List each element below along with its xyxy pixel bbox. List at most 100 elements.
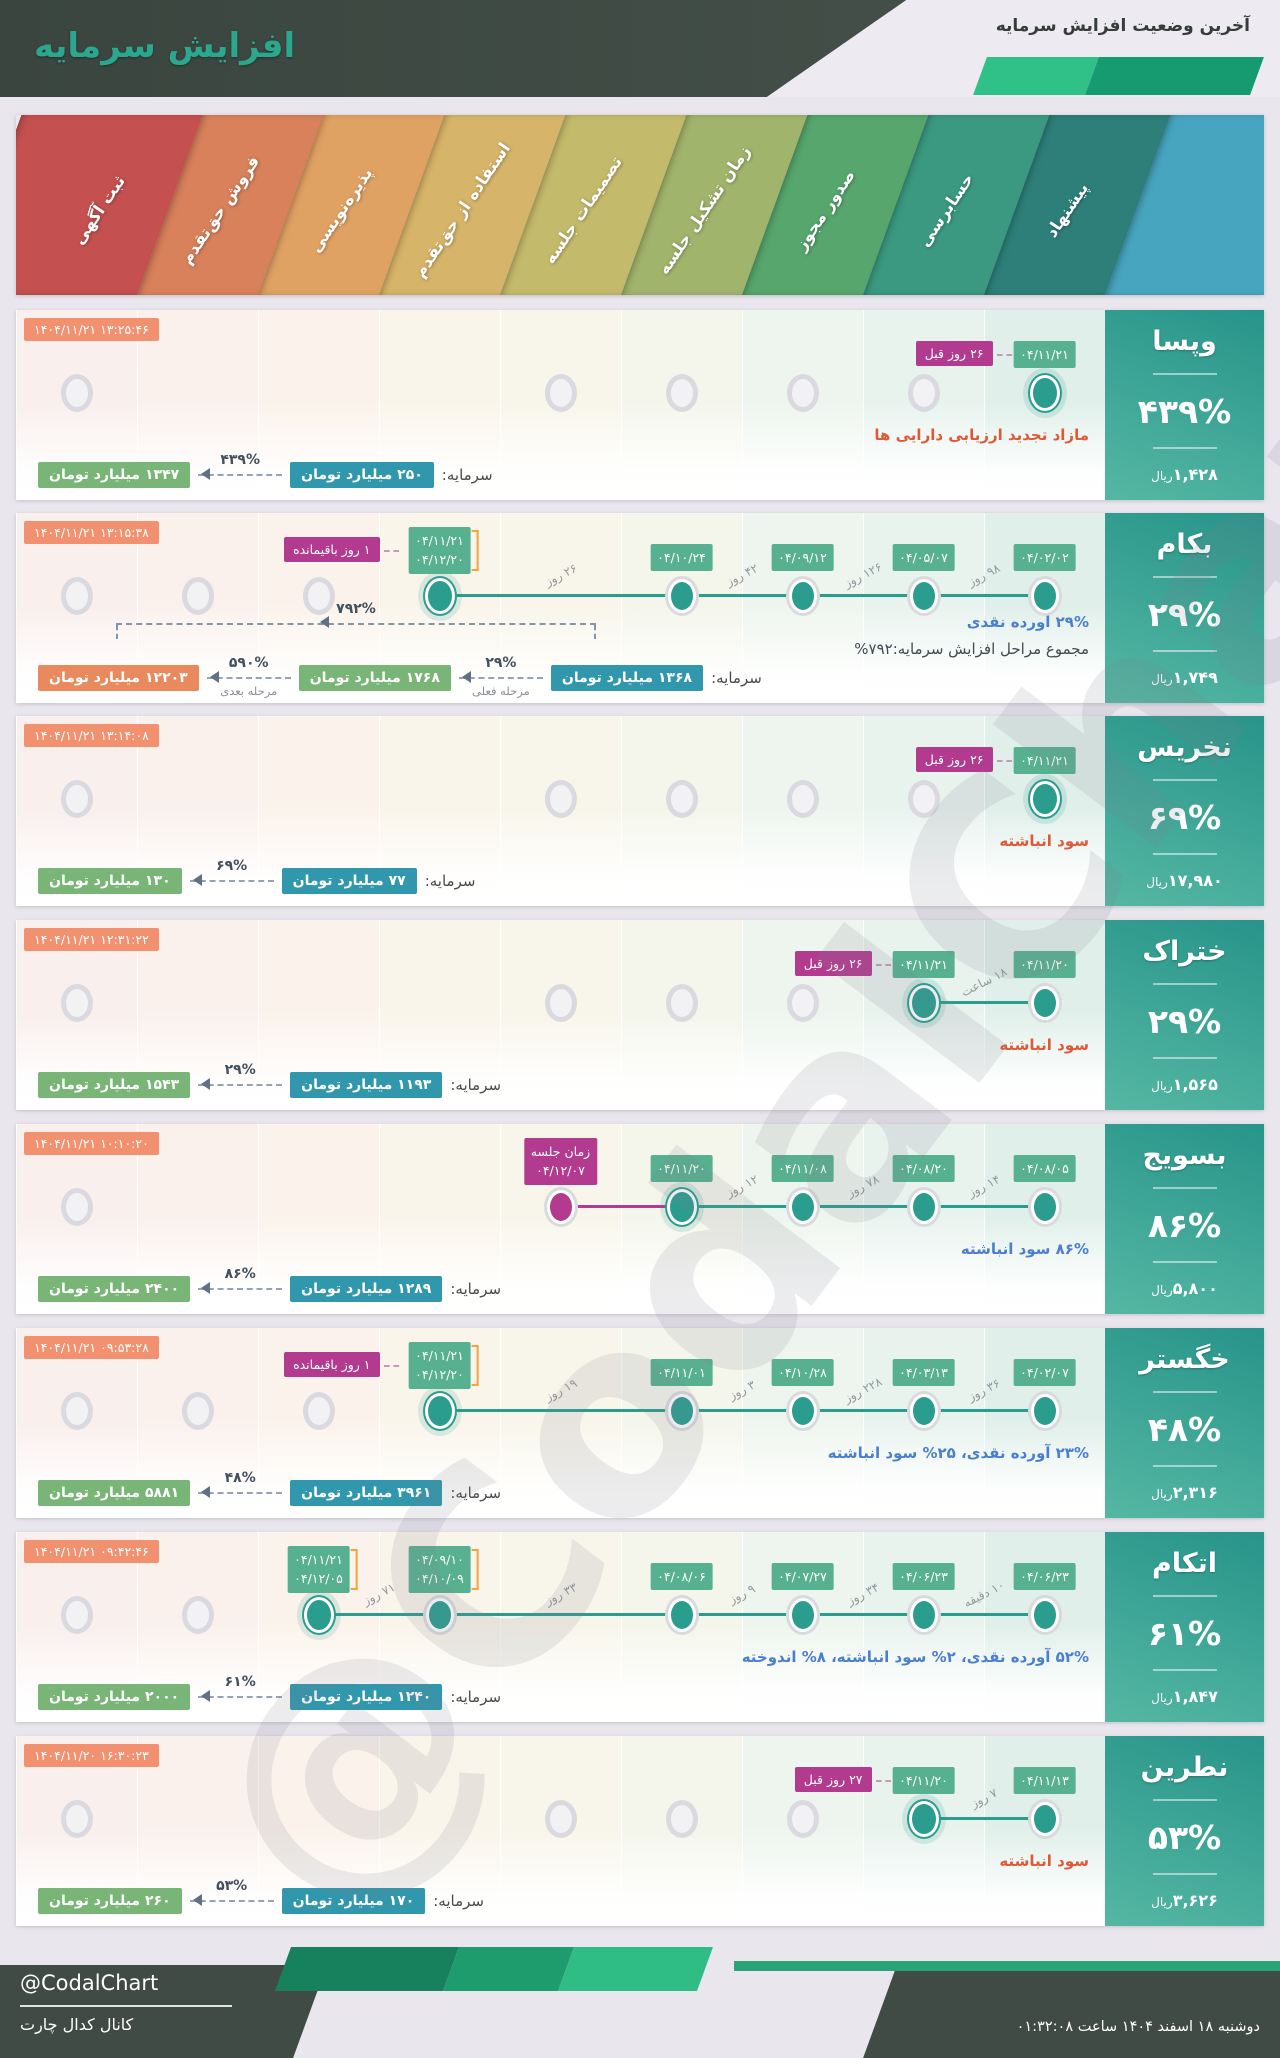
stage-marker-gray [665,374,698,412]
timestamp-badge: ۱۴۰۴/۱۱/۲۱ ۱۳:۲۵:۴۶ [24,318,159,341]
footer-channel: کانال کدال چارت [20,2015,134,2034]
stage-marker-gray [665,1800,698,1838]
company-panel: بکام ۲۹% ۱,۷۴۹ریال [1105,513,1264,703]
panel-divider [1152,373,1217,376]
company-card: ۱۴۰۴/۱۱/۲۱ ۱۳:۱۴:۰۸ ۰۴/۱۱/۲۱ ۲۶ روز قبل سود… [16,716,1264,906]
stage-marker-gray [544,1800,577,1838]
company-panel: بسویج ۸۶% ۵,۸۰۰ریال [1105,1124,1264,1314]
increase-percent: ۵۹۰% [228,655,269,671]
capital-badge: ۱۱۹۳ میلیارد تومان [290,1072,443,1098]
stage-marker-plain [667,579,696,613]
stage-marker-gray [786,984,819,1022]
stage-marker-gray [60,1392,93,1430]
target-amount-badge: ۱۷۶۸ میلیارد تومان [298,665,451,691]
capital-chain: سرمایه: ۱۷۰ میلیارد تومان ۵۳% ۲۶۰ میلیارد ت… [38,1878,484,1914]
increase-total-percent: ۶۱% [1147,1613,1222,1653]
price-unit: ریال [1151,1691,1173,1705]
increase-percent: ۶۹% [216,858,248,874]
increase-total-percent: ۲۹% [1147,1001,1222,1041]
date-badge: ۰۴/۰۷/۲۷ [771,1563,834,1591]
capital-label: سرمایه: [450,1688,502,1706]
stage-marker-plain [1030,1190,1059,1224]
increase-total-percent: ۶۹% [1147,797,1222,837]
company-name: وپسا [1152,326,1217,357]
footer-green-shape-light [557,1947,714,1991]
target-amount-badge: ۲۰۰۰ میلیارد تومان [38,1684,191,1710]
increase-arrow: ۸۶% [198,1266,283,1294]
header: افزایش سرمایه آخرین وضعیت افزایش سرمایه [0,0,1280,97]
stage-marker-gray [302,577,335,615]
page-title: افزایش سرمایه [34,26,296,66]
target-amount-badge: ۱۳۰ میلیارد تومان [38,868,182,894]
stage-sub-label: مرحله فعلی [472,684,530,698]
target-amount-badge: ۱۲۲۰۳ میلیارد تومان [38,665,199,691]
footer-datetime: دوشنبه ۱۸ اسفند ۱۴۰۴ ساعت ۰۱:۳۲:۰۸ [1016,2019,1260,2035]
header-dark-band [0,0,907,97]
share-price: ۱,۵۶۵ریال [1151,1075,1218,1094]
timeline-line [560,1205,682,1208]
date-badge: ۰۴/۱۰/۲۸ [771,1359,834,1387]
row-description: ۸۶% سود انباشته [961,1236,1089,1263]
stage-sub-label: مرحله بعدی [220,684,278,698]
panel-divider [1152,1799,1217,1802]
description-line: سود انباشته [999,832,1089,850]
stage-marker-plain [909,579,938,613]
date-badge: ۰۴/۱۱/۲۱ ۰۴/۱۲/۰۵ [287,1546,358,1593]
capital-badge: ۲۵۰ میلیارد تومان [290,462,434,488]
relative-time-badge: ۲۶ روز قبل [794,951,891,976]
capital-label: سرمایه: [441,466,493,484]
company-card: ۱۴۰۴/۱۱/۲۱ ۰۹:۴۲:۴۶ ۰۴/۱۱/۲۱ ۰۴/۱۲/۰۵ ۰۴/۰۹… [16,1532,1264,1722]
capital-chain: سرمایه: ۳۹۶۱ میلیارد تومان ۴۸% ۵۸۸۱ میلیارد… [38,1470,501,1506]
row-description: مازاد تجدید ارزیابی دارایی ها [874,422,1089,449]
increase-arrow: ۴۳۹% [198,452,283,480]
company-panel: ختراک ۲۹% ۱,۵۶۵ریال [1105,920,1264,1110]
stage-marker-gray [907,374,940,412]
capital-label: سرمایه: [424,872,476,890]
panel-divider [1152,1668,1217,1671]
date-badge: ۰۴/۰۲/۰۲ [1013,544,1076,572]
stage-marker-plain [909,1394,938,1428]
stage-marker-gray [544,780,577,818]
company-card: ۱۴۰۴/۱۱/۲۱ ۱۰:۱۰:۲۰ زمان جلسه ۰۴/۱۲/۰۷ ۰۴/۱… [16,1124,1264,1314]
increase-percent: ۵۳% [216,1878,248,1894]
panel-divider [1152,983,1217,986]
increase-total-percent: ۲۹% [1147,594,1222,634]
company-panel: نطرین ۵۳% ۳,۶۲۶ریال [1105,1736,1264,1926]
share-price: ۱,۷۴۹ریال [1151,668,1218,687]
description-line: مجموع مراحل افزایش سرمایه:۷۹۲% [854,640,1089,658]
company-name: نطرین [1140,1752,1229,1783]
capital-chain: سرمایه: ۲۵۰ میلیارد تومان ۴۳۹% ۱۳۴۷ میلیارد… [38,452,493,488]
stage-marker-gray [60,374,93,412]
row-description: سود انباشته [999,828,1089,855]
footer: @CodalChart کانال کدال چارت دوشنبه ۱۸ اس… [0,1947,1280,2058]
share-price: ۱,۸۴۷ریال [1151,1687,1218,1706]
price-unit: ریال [1151,1895,1173,1909]
stage-marker-plain [1030,1394,1059,1428]
footer-divider [20,2005,232,2007]
panel-divider [1152,852,1217,855]
target-amount-badge: ۲۶۰ میلیارد تومان [38,1888,182,1914]
share-price: ۵,۸۰۰ریال [1151,1279,1218,1298]
stage-marker-magenta [546,1190,575,1224]
company-card: ۱۴۰۴/۱۱/۲۱ ۱۳:۱۵:۳۸ ۰۴/۱۱/۲۱ ۰۴/۱۲/۲۰ ۱ روز… [16,513,1264,703]
date-badge: ۰۴/۱۱/۲۱ ۰۴/۱۲/۲۰ [408,527,479,574]
capital-label: سرمایه: [711,669,762,687]
date-badge: ۰۴/۱۱/۲۱ [1013,747,1076,775]
stage-marker-gray [181,1392,214,1430]
stage-marker-gray [60,1188,93,1226]
relative-time-badge: ۱ روز باقیمانده [284,537,400,562]
company-card: ۱۴۰۴/۱۱/۲۱ ۱۲:۳۱:۲۲ ۰۴/۱۱/۲۱ ۲۶ روز قبل ۰۴/… [16,920,1264,1110]
date-badge: ۰۴/۱۱/۲۱ [892,951,955,979]
stage-marker-gray [60,577,93,615]
capital-badge: ۷۷ میلیارد تومان [281,868,417,894]
stage-marker-plain [1030,986,1059,1020]
stage-marker-plain [425,1598,454,1632]
target-amount-badge: ۲۴۰۰ میلیارد تومان [38,1276,191,1302]
capital-chain: سرمایه: ۱۱۹۳ میلیارد تومان ۲۹% ۱۵۴۳ میلیارد… [38,1062,501,1098]
stage-marker-gray [544,374,577,412]
header-green-parallelogram-light [973,57,1099,95]
timeline-line [681,1205,1045,1208]
page-subtitle: آخرین وضعیت افزایش سرمایه [995,16,1250,36]
increase-arrow: ۵۹۰% مرحله بعدی [206,655,291,698]
